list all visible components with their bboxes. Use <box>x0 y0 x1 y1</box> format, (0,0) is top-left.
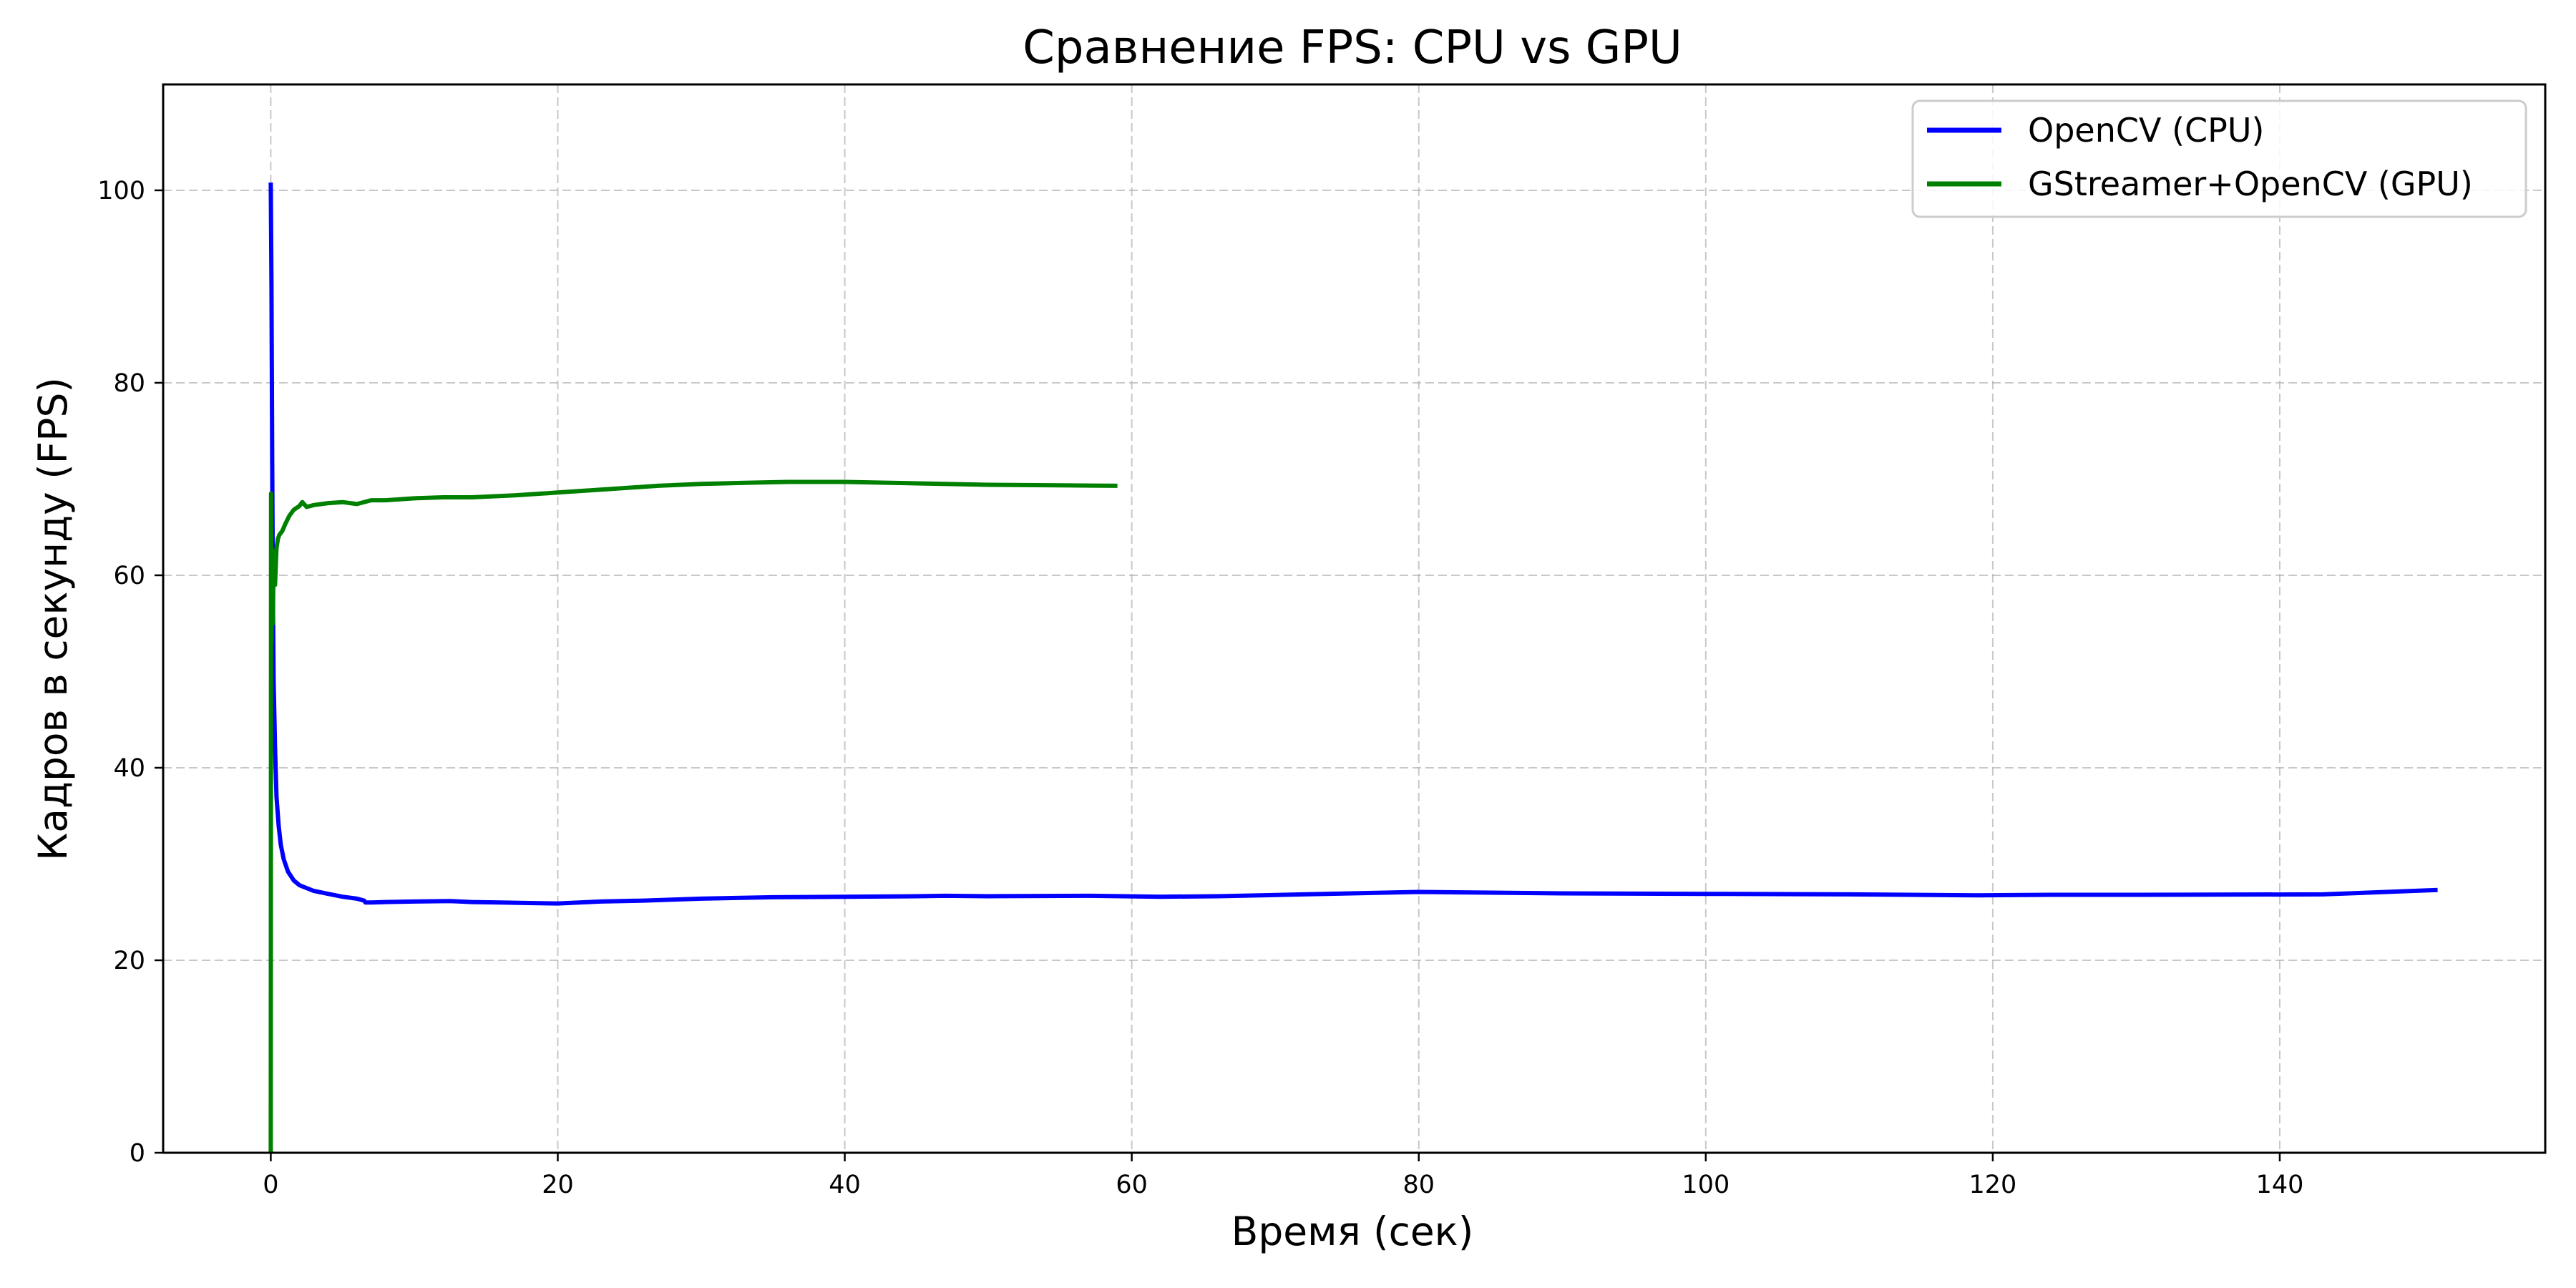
y-tick-label: 80 <box>113 369 145 398</box>
series-layer <box>268 182 2438 1153</box>
x-tick-label: 0 <box>263 1171 278 1199</box>
x-axis-label: Время (сек) <box>1231 1209 1474 1254</box>
plot-area-frame <box>162 83 2547 1154</box>
x-tick-label: 100 <box>1682 1171 1729 1199</box>
x-tick-label: 20 <box>542 1171 574 1199</box>
x-tick-label: 60 <box>1116 1171 1148 1199</box>
series-line-cpu <box>268 182 2438 906</box>
legend: OpenCV (CPU) GStreamer+OpenCV (GPU) <box>1911 99 2527 218</box>
series-line-gpu <box>268 479 1118 1153</box>
legend-label-cpu: OpenCV (CPU) <box>2028 111 2265 150</box>
y-axis-label: Кадров в секунду (FPS) <box>30 377 76 861</box>
x-tick-label: 80 <box>1402 1171 1435 1199</box>
ticks: 0 20 40 60 80 100 120 140 0 20 40 60 80 100 <box>97 177 2303 1199</box>
y-tick-label: 20 <box>113 947 145 975</box>
x-tick-label: 120 <box>1969 1171 2017 1199</box>
x-tick-label: 140 <box>2256 1171 2304 1199</box>
chart-title: Сравнение FPS: CPU vs GPU <box>1023 21 1682 74</box>
legend-label-gpu: GStreamer+OpenCV (GPU) <box>2028 165 2473 203</box>
y-tick-label: 60 <box>113 562 145 590</box>
y-tick-label: 100 <box>97 177 145 205</box>
legend-frame <box>1911 99 2527 218</box>
x-tick-label: 40 <box>829 1171 861 1199</box>
y-tick-label: 40 <box>113 754 145 783</box>
y-tick-label: 0 <box>130 1139 145 1168</box>
